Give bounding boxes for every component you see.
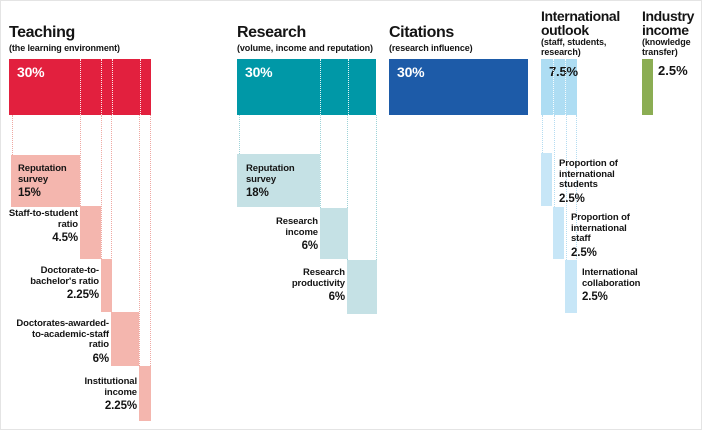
- research-item-label-research-income: Research income 6%: [276, 216, 318, 252]
- guide-line: [12, 115, 13, 155]
- teaching-item-block-staff-to-student-ratio: [80, 206, 101, 259]
- research-item-block-research-income: [320, 208, 348, 259]
- guide-line: [554, 115, 555, 207]
- citations-subtitle: (research influence): [389, 43, 473, 53]
- bar-divider: [320, 59, 321, 115]
- bar-divider: [348, 59, 349, 115]
- teaching-item-block-doctorate-to-bachelor-ratio: [101, 259, 112, 312]
- research-title: Research: [237, 24, 306, 41]
- teaching-item-label-staff-to-student-ratio: Staff-to-student ratio 4.5%: [8, 208, 78, 244]
- guide-line: [150, 115, 151, 420]
- teaching-item-block-reputation-survey: [11, 155, 80, 207]
- guide-line: [139, 115, 140, 366]
- research-bar-value: 30%: [245, 64, 273, 80]
- teaching-item-block-institutional-income: [139, 366, 151, 421]
- bar-divider: [565, 59, 566, 115]
- research-item-label-reputation-survey: Reputation survey 18%: [246, 163, 295, 199]
- international-outlook-subtitle: (staff, students, research): [541, 37, 607, 57]
- international-item-label-international-collaboration: International collaboration 2.5%: [582, 267, 641, 303]
- teaching-item-label-reputation-survey: Reputation survey 15%: [18, 163, 67, 199]
- guide-line: [101, 115, 102, 259]
- industry-income-bar: [642, 59, 653, 115]
- guide-line: [576, 115, 577, 313]
- bar-divider: [140, 59, 141, 115]
- citations-bar-value: 30%: [397, 64, 425, 80]
- teaching-subtitle: (the learning environment): [9, 43, 120, 53]
- international-item-block-international-students: [541, 153, 552, 206]
- teaching-title: Teaching: [9, 24, 75, 41]
- guide-line: [320, 115, 321, 208]
- international-outlook-bar: 7.5%: [541, 59, 578, 115]
- industry-income-bar-value: 2.5%: [658, 63, 688, 78]
- research-subtitle: (volume, income and reputation): [237, 43, 373, 53]
- teaching-item-label-institutional-income: Institutional income 2.25%: [84, 376, 137, 412]
- guide-line: [80, 115, 81, 206]
- citations-title: Citations: [389, 24, 454, 41]
- international-item-block-international-collaboration: [565, 260, 577, 313]
- research-bar: 30%: [237, 59, 376, 115]
- teaching-bar-value: 30%: [17, 64, 45, 80]
- international-item-label-international-students: Proportion of international students 2.5%: [559, 158, 618, 205]
- research-item-label-research-productivity: Research productivity 6%: [291, 267, 345, 303]
- bar-divider: [101, 59, 102, 115]
- guide-line: [239, 115, 240, 154]
- bar-divider: [80, 59, 81, 115]
- teaching-item-label-doctorate-to-bachelor-ratio: Doctorate-to-bachelor's ratio 2.25%: [30, 265, 99, 301]
- teaching-item-block-doctorates-awarded-ratio: [111, 312, 139, 366]
- international-outlook-title: International outlook: [541, 8, 620, 38]
- citations-bar: 30%: [389, 59, 528, 115]
- bar-divider: [553, 59, 554, 115]
- guide-line: [111, 115, 112, 312]
- teaching-item-label-doctorates-awarded-ratio: Doctorates-awarded-to-academic-staff rati…: [16, 318, 109, 365]
- research-item-block-research-productivity: [347, 260, 377, 314]
- industry-income-subtitle: (knowledge transfer): [642, 37, 691, 57]
- guide-line: [566, 115, 567, 260]
- teaching-bar: 30%: [9, 59, 151, 115]
- bar-divider: [112, 59, 113, 115]
- international-item-block-international-staff: [553, 207, 564, 259]
- guide-line: [542, 115, 543, 153]
- research-item-block-reputation-survey: [237, 154, 320, 207]
- guide-line: [347, 115, 348, 260]
- guide-line: [376, 115, 377, 314]
- international-outlook-bar-value: 7.5%: [549, 64, 578, 79]
- industry-income-title: Industry income: [642, 8, 695, 38]
- international-item-label-international-staff: Proportion of international staff 2.5%: [571, 212, 630, 259]
